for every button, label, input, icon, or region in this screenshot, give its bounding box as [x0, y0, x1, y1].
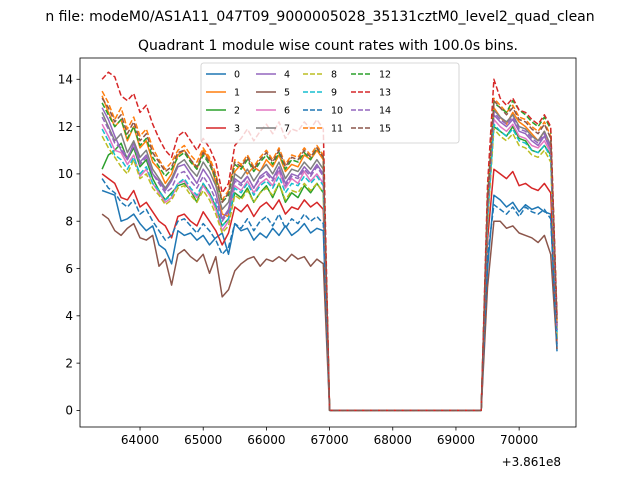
legend-label-1: 1	[234, 88, 240, 99]
legend-label-15: 15	[379, 124, 391, 135]
legend-label-10: 10	[331, 106, 343, 117]
legend-label-12: 12	[379, 70, 391, 81]
legend-label-7: 7	[284, 124, 290, 135]
plot-area	[101, 71, 558, 412]
x-tick-label: 68000	[374, 433, 412, 447]
x-offset-label: +3.861e8	[502, 455, 561, 469]
x-tick-label: 64000	[121, 433, 159, 447]
y-tick-label: 6	[65, 262, 73, 276]
y-tick-label: 0	[65, 404, 73, 418]
chart-suptitle: n file: modeM0/AS1A11_047T09_9000005028_…	[45, 9, 594, 25]
legend-label-13: 13	[379, 88, 391, 99]
y-tick-label: 12	[58, 120, 73, 134]
legend-label-5: 5	[284, 88, 290, 99]
legend-label-6: 6	[284, 106, 290, 117]
series-line-15	[101, 97, 558, 412]
legend-label-3: 3	[234, 124, 240, 135]
legend-label-2: 2	[234, 106, 240, 117]
axes: 64000 65000 66000 67000 68000 69000 70000 0 2 4 6 8…	[58, 57, 577, 447]
x-tick-label: 67000	[310, 433, 348, 447]
series-line-13	[101, 71, 558, 412]
chart-title: Quadrant 1 module wise count rates with …	[138, 38, 518, 54]
legend-frame	[200, 62, 460, 144]
x-tick-label: 65000	[184, 433, 222, 447]
x-tick-label: 69000	[437, 433, 475, 447]
legend-label-0: 0	[234, 70, 240, 81]
axes-frame	[79, 57, 577, 428]
y-tick-label: 14	[58, 73, 73, 87]
x-tick-label: 70000	[500, 433, 538, 447]
legend-label-11: 11	[331, 124, 343, 135]
y-tick-label: 4	[65, 309, 73, 323]
y-tick-label: 8	[65, 215, 73, 229]
legend-label-8: 8	[331, 70, 337, 81]
legend-label-14: 14	[379, 106, 391, 117]
y-tick-label: 10	[58, 167, 73, 181]
legend-label-4: 4	[284, 70, 290, 81]
x-tick-label: 66000	[247, 433, 285, 447]
legend-label-9: 9	[331, 88, 337, 99]
y-tick-label: 2	[65, 356, 73, 370]
